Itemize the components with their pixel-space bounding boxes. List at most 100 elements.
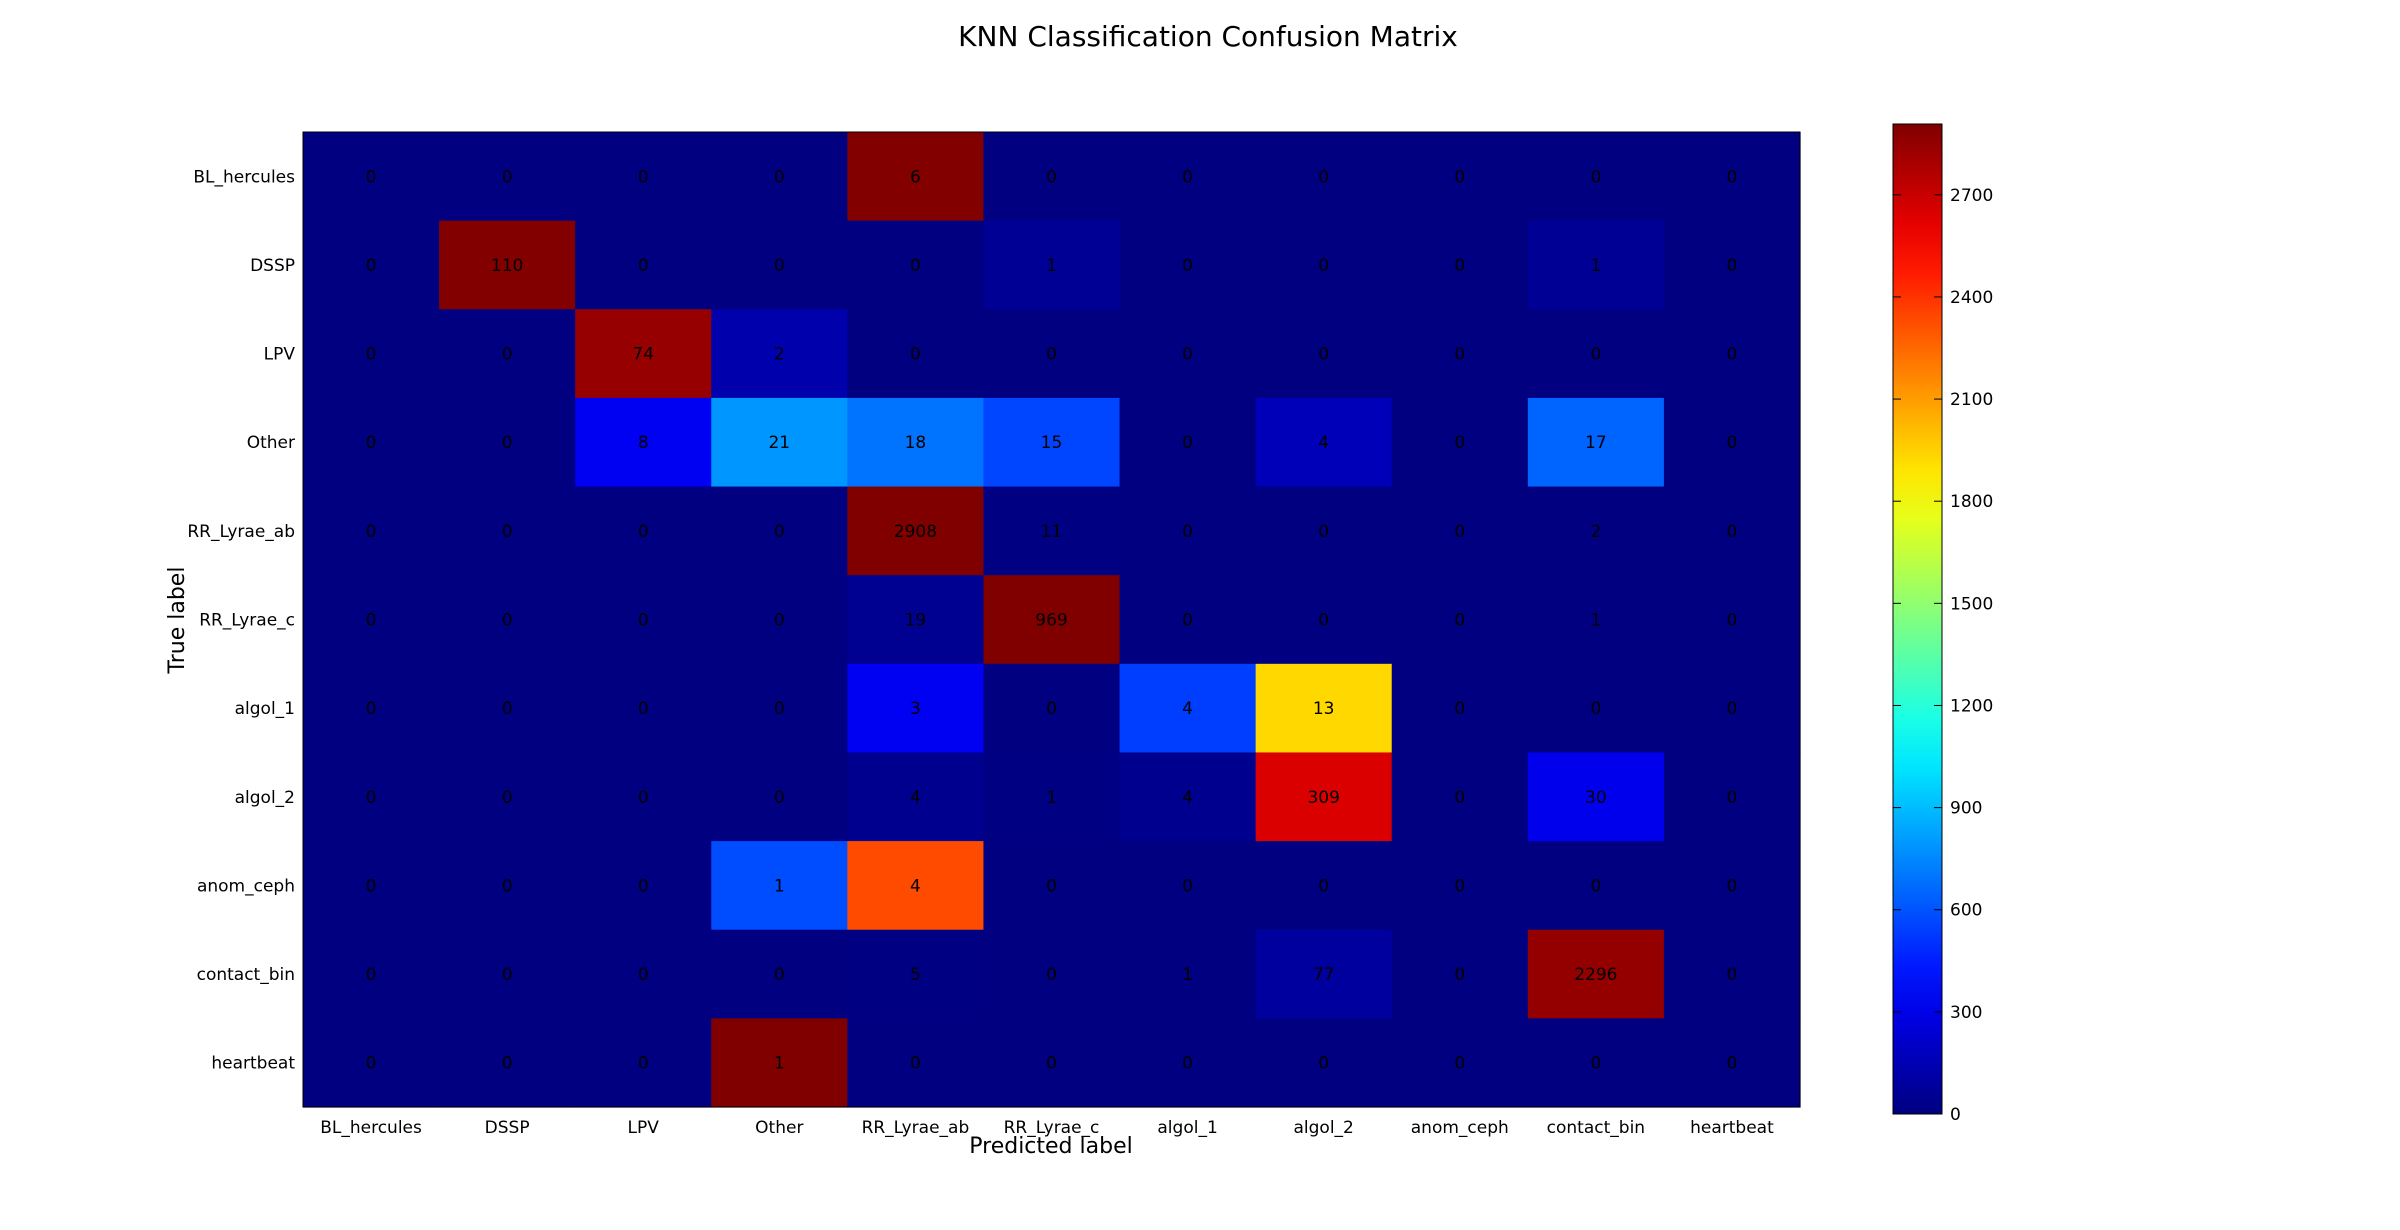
cell-value-label: 0 xyxy=(1182,433,1193,453)
cell-value-label: 0 xyxy=(1454,522,1465,542)
x-tick-label: DSSP xyxy=(485,1118,530,1138)
x-tick-label: BL_hercules xyxy=(320,1118,422,1138)
cell-value-label: 11 xyxy=(1041,522,1063,542)
colorbar-tick-label: 1500 xyxy=(1950,594,1993,614)
cell-value-label: 0 xyxy=(1454,256,1465,276)
heatmap-cell xyxy=(1663,1018,1801,1108)
heatmap-cell xyxy=(303,220,440,310)
heatmap-cell xyxy=(1391,397,1529,488)
heatmap-cells: 0 0 0 0 6 0 0 0 0 0 00 110 0 0 0 1 0 0 0 1 00 0 74 2 0 0 0 0 0 0 00 0 8 2… xyxy=(303,132,1801,1108)
cell-value-label: 17 xyxy=(1585,433,1607,453)
heatmap-cell xyxy=(1527,752,1665,842)
heatmap-cell xyxy=(847,397,985,488)
y-tick-label: algol_1 xyxy=(235,699,295,719)
heatmap-cell xyxy=(1527,397,1665,488)
cell-value-label: 0 xyxy=(1318,876,1329,896)
cell-value-label: 0 xyxy=(1046,1054,1057,1074)
heatmap-cell xyxy=(711,132,848,222)
heatmap-cell xyxy=(1255,929,1393,1019)
heatmap-cell xyxy=(711,220,848,310)
cell-value-label: 30 xyxy=(1585,788,1607,808)
heatmap-cell xyxy=(1255,486,1393,576)
cell-value-label: 0 xyxy=(366,522,377,542)
heatmap-cell xyxy=(1527,309,1665,399)
cell-value-label: 0 xyxy=(1727,1054,1738,1074)
heatmap-cell xyxy=(439,1018,576,1108)
y-tick-label: LPV xyxy=(264,345,296,365)
heatmap-cell xyxy=(439,752,576,842)
heatmap-cell xyxy=(1391,929,1529,1019)
heatmap-cell xyxy=(847,929,985,1019)
colorbar-tick-label: 1800 xyxy=(1950,492,1993,512)
cell-value-label: 0 xyxy=(1590,1054,1601,1074)
y-tick-label: Other xyxy=(247,433,295,453)
cell-value-label: 0 xyxy=(1182,522,1193,542)
cell-value-label: 13 xyxy=(1313,699,1335,719)
heatmap-cell xyxy=(847,841,985,931)
cell-value-label: 0 xyxy=(910,256,921,276)
heatmap-cell xyxy=(1527,841,1665,931)
heatmap-cell xyxy=(303,929,440,1019)
heatmap-cell xyxy=(1119,1018,1257,1108)
cell-value-label: 3 xyxy=(910,699,921,719)
cell-value-label: 0 xyxy=(1046,965,1057,985)
cell-value-label: 5 xyxy=(910,965,921,985)
cell-value-label: 0 xyxy=(1182,345,1193,365)
x-tick-label: algol_1 xyxy=(1157,1118,1217,1138)
colorbar-tick-label: 900 xyxy=(1950,799,1982,819)
heatmap-cell xyxy=(1527,575,1665,665)
heatmap-cell xyxy=(983,1018,1121,1108)
x-tick-label: algol_2 xyxy=(1293,1118,1353,1138)
heatmap-cell xyxy=(575,1018,712,1108)
cell-value-label: 0 xyxy=(774,522,785,542)
cell-value-label: 0 xyxy=(1182,256,1193,276)
cell-value-label: 0 xyxy=(1727,522,1738,542)
heatmap-cell xyxy=(1391,663,1529,754)
cell-value-label: 0 xyxy=(502,788,513,808)
heatmap-cell xyxy=(1527,1018,1665,1108)
cell-value-label: 1 xyxy=(1046,256,1057,276)
cell-value-label: 0 xyxy=(1590,699,1601,719)
heatmap-cell xyxy=(1527,220,1665,310)
heatmap-cell xyxy=(575,929,712,1019)
heatmap-cell xyxy=(1391,1018,1529,1108)
cell-value-label: 1 xyxy=(1046,788,1057,808)
cell-value-label: 0 xyxy=(366,611,377,631)
heatmap-cell xyxy=(1119,752,1257,842)
cell-value-label: 0 xyxy=(1454,433,1465,453)
heatmap-cell xyxy=(1119,309,1257,399)
cell-value-label: 0 xyxy=(1727,433,1738,453)
heatmap-cell xyxy=(1391,486,1529,576)
heatmap-cell xyxy=(1391,575,1529,665)
heatmap-cell xyxy=(983,663,1121,754)
cell-value-label: 0 xyxy=(1318,1054,1329,1074)
colorbar-tick-label: 2100 xyxy=(1950,390,1993,410)
heatmap-cell xyxy=(439,575,576,665)
cell-value-label: 21 xyxy=(768,433,790,453)
cell-value-label: 0 xyxy=(1454,1054,1465,1074)
heatmap-cell xyxy=(983,132,1121,222)
heatmap-cell xyxy=(1663,929,1801,1019)
cell-value-label: 0 xyxy=(1318,256,1329,276)
cell-value-label: 2908 xyxy=(894,522,937,542)
heatmap-cell xyxy=(1527,486,1665,576)
cell-value-label: 2 xyxy=(774,345,785,365)
cell-value-label: 4 xyxy=(910,788,921,808)
heatmap-cell xyxy=(575,309,712,399)
cell-value-label: 0 xyxy=(910,345,921,365)
heatmap-cell xyxy=(303,752,440,842)
cell-value-label: 0 xyxy=(1590,876,1601,896)
heatmap-cell xyxy=(1663,309,1801,399)
heatmap-cell xyxy=(303,575,440,665)
heatmap-cell xyxy=(1119,132,1257,222)
heatmap-cell xyxy=(711,486,848,576)
heatmap-cell xyxy=(1255,220,1393,310)
cell-value-label: 0 xyxy=(1454,699,1465,719)
cell-value-label: 0 xyxy=(1454,167,1465,187)
cell-value-label: 0 xyxy=(502,965,513,985)
y-tick-labels: BL_hercules DSSP LPV Other RR_Lyrae_ab RR_Lyr… xyxy=(187,167,295,1073)
heatmap-cell xyxy=(575,132,712,222)
cell-value-label: 1 xyxy=(1590,611,1601,631)
heatmap-cell xyxy=(1391,752,1529,842)
